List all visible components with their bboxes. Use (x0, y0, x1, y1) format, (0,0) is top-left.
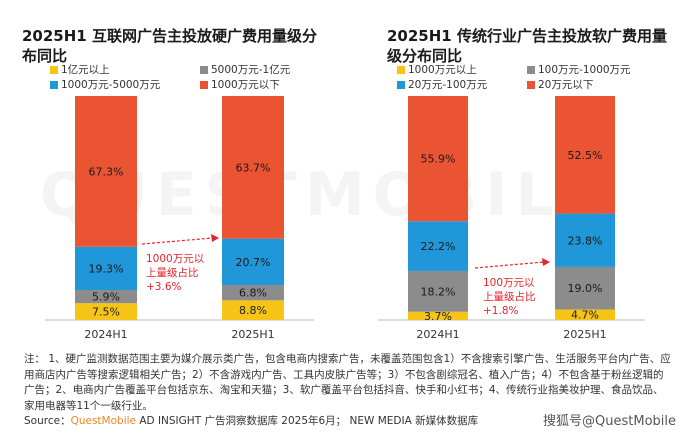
bar-segment (555, 309, 615, 320)
legend-label: 1000万元-5000万元 (61, 79, 161, 91)
source-brand: QuestMobile (70, 415, 136, 427)
growth-arrowhead (211, 234, 219, 242)
legend-swatch (50, 65, 58, 74)
sohu-watermark: 搜狐号@QuestMobile (543, 414, 676, 429)
source-prefix: Source： (24, 415, 71, 427)
growth-callout: 100万元以 上量级占比 +1.8% (483, 276, 536, 318)
bar-segment (408, 270, 468, 312)
bar-segment (555, 213, 615, 267)
legend-label: 100万元-1000万元 (538, 64, 631, 76)
legend-label: 1000万元以下 (211, 79, 280, 91)
stacked-bar-chart: 3.7% 18.2% 22.2% 55.9% 2024H1 4.7% 19.0% 23.8% 5… (378, 96, 645, 341)
x-tick-label: 2024H1 (84, 328, 127, 341)
legend-swatch (50, 80, 58, 89)
growth-arrowhead (542, 258, 550, 266)
data-label: 6.8% (239, 287, 267, 300)
bar-segment (75, 289, 137, 304)
legend-item: 100万元-1000万元 (527, 62, 631, 77)
bar-segment (222, 300, 284, 320)
footnote: 注： 1、硬广监测数据范围主要为媒介展示类广告，包含电商内搜索广告，未覆盖范围包… (24, 353, 671, 412)
callout-line: +3.6% (146, 281, 182, 293)
callout-line: 上量级占比 (483, 291, 536, 303)
data-label: 8.8% (239, 304, 267, 317)
data-label: 55.9% (421, 153, 456, 166)
bar-segment (75, 303, 137, 320)
legend-item: 1亿元以上 (50, 62, 110, 77)
callout-line: 上量级占比 (146, 267, 199, 279)
legend-swatch (397, 80, 405, 89)
data-label: 63.7% (236, 161, 271, 174)
legend-swatch (200, 65, 208, 74)
data-label: 67.3% (89, 165, 124, 178)
bar-segment (222, 238, 284, 286)
legend-item: 1000万元以上 (397, 62, 477, 77)
data-label: 23.8% (568, 234, 603, 247)
chart-title: 2025H1 传统行业广告主投放软广费用量级分布同比 (387, 27, 667, 65)
callout-line: 1000万元以 (146, 253, 205, 265)
legend-item: 1000万元以下 (200, 77, 280, 92)
data-label: 7.5% (92, 306, 120, 319)
data-label: 22.2% (421, 240, 456, 253)
bar-segment (222, 96, 284, 239)
stacked-bar-chart: 7.5% 5.9% 19.3% 67.3% 2024H1 8.8% 6.8% 20.7% 63.… (45, 96, 314, 341)
legend-item: 20万元以下 (527, 77, 593, 92)
x-tick-label: 2024H1 (416, 328, 459, 341)
callout-line: 100万元以 (483, 277, 535, 289)
chart-panel-traditional-soft-ads: 2025H1 传统行业广告主投放软广费用量级分布同比 1000万元以上 100万… (345, 0, 690, 346)
bar-segment (408, 311, 468, 320)
chart-panel-internet-hard-ads: 2025H1 互联网广告主投放硬广费用量级分布同比 1亿元以上 5000万元-1… (0, 0, 345, 346)
legend-label: 20万元-100万元 (408, 79, 488, 91)
legend-item: 5000万元-1亿元 (200, 62, 290, 77)
growth-callout: 1000万元以 上量级占比 +3.6% (146, 252, 204, 294)
chart-title: 2025H1 互联网广告主投放硬广费用量级分布同比 (22, 27, 317, 65)
legend-swatch (200, 80, 208, 89)
bar-segment (408, 96, 468, 222)
legend-item: 20万元-100万元 (397, 77, 487, 92)
legend-label: 1000万元以上 (408, 64, 477, 76)
legend-label: 5000万元-1亿元 (211, 64, 291, 76)
bar-segment (75, 246, 137, 290)
legend-swatch (527, 80, 535, 89)
source-rest: AD INSIGHT 广告洞察数据库 2025年6月； NEW MEDIA 新媒… (136, 415, 479, 427)
growth-arrow (474, 261, 545, 269)
bar-segment (75, 96, 137, 247)
legend-label: 20万元以下 (538, 79, 594, 91)
growth-arrow (141, 237, 214, 245)
bar-segment (222, 285, 284, 301)
legend-swatch (527, 65, 535, 74)
legend-label: 1亿元以上 (61, 64, 110, 76)
legend-swatch (397, 65, 405, 74)
x-tick-label: 2025H1 (231, 328, 274, 341)
data-label: 19.3% (89, 262, 124, 275)
data-label: 20.7% (236, 256, 271, 269)
data-label: 18.2% (421, 285, 456, 298)
bar-segment (408, 221, 468, 271)
data-label: 19.0% (568, 282, 603, 295)
bar-segment (555, 266, 615, 310)
data-label: 4.7% (571, 309, 599, 322)
source-line: Source：QuestMobile AD INSIGHT 广告洞察数据库 20… (24, 413, 478, 428)
data-label: 52.5% (568, 149, 603, 162)
data-label: 5.9% (92, 291, 120, 304)
bar-segment (555, 96, 615, 214)
data-label: 3.7% (424, 310, 452, 323)
x-tick-label: 2025H1 (563, 328, 606, 341)
legend-item: 1000万元-5000万元 (50, 77, 160, 92)
callout-line: +1.8% (483, 305, 519, 317)
